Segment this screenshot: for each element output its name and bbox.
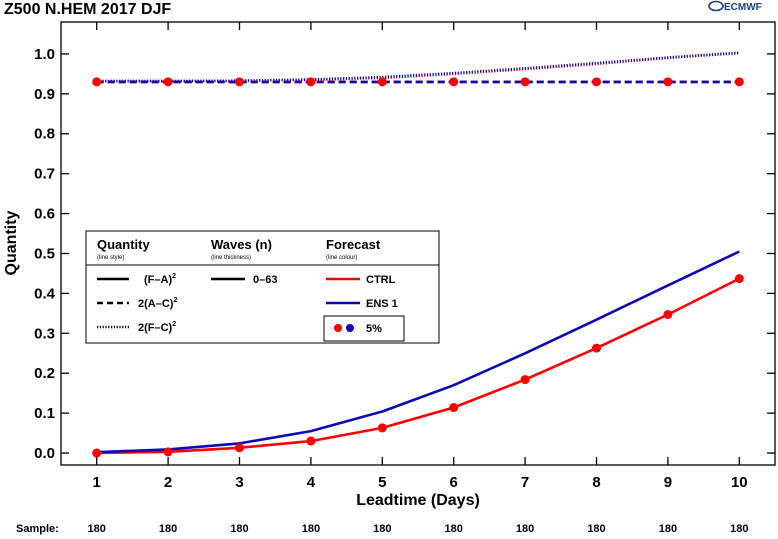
ecmwf-logo-icon [708,0,724,12]
legend-waves-sub: (line thickness) [211,255,251,261]
x-axis: 1 2 3 4 5 6 7 8 9 10 [93,22,748,491]
data-point-ctrl [449,403,459,413]
legend-forecast-ens: ENS 1 [366,298,398,310]
sample-value: 180 [730,523,748,535]
legend-marker-blue-dot [346,324,354,332]
y-tick-label: 1.0 [34,46,55,63]
data-point-ctrl [377,423,387,433]
legend-wave-item: 0–63 [253,274,277,286]
data-point-ctrl [163,77,173,87]
data-point-ctrl [520,375,530,385]
sample-value: 180 [587,523,605,535]
legend-quantity-header: Quantity [97,237,150,252]
data-point-ctrl [92,448,102,458]
sample-value: 180 [659,523,677,535]
y-tick-label: 0.2 [34,365,55,382]
series-line-ctrl-solid [96,277,740,455]
legend-marker-label: 5% [366,323,382,335]
x-tick-label: 4 [307,474,316,491]
sample-value: 180 [445,523,463,535]
y-tick-label: 0.4 [34,285,56,302]
legend-forecast-ctrl: CTRL [366,274,396,286]
x-axis-label: Leadtime (Days) [356,492,480,509]
y-tick-label: 0.6 [34,206,55,223]
data-point-ctrl [235,77,244,87]
x-tick-label: 7 [521,474,529,491]
y-tick-label: 0.5 [34,245,55,262]
data-point-ctrl [449,77,459,87]
legend: Quantity (line style) Waves (n) (line th… [85,230,440,344]
sample-value: 180 [302,523,320,535]
legend-quantity-3: 2(F–C)2 [138,321,176,334]
x-tick-label: 1 [93,474,101,491]
y-tick-label: 0.3 [34,325,55,342]
y-tick-label: 0.8 [34,126,55,143]
data-point-ctrl [306,436,316,446]
legend-marker-red-dot [334,324,342,332]
chart-title: Z500 N.HEM 2017 DJF [4,1,171,18]
sample-value: 180 [516,523,534,535]
data-point-ctrl [734,77,744,87]
data-point-ctrl [163,447,173,457]
sample-value: 180 [373,523,391,535]
y-tick-label: 0.1 [34,405,55,422]
legend-quantity-2: 2(A–C)2 [138,297,177,310]
sample-value: 180 [159,523,177,535]
legend-forecast-sub: (line colour) [326,255,357,261]
sample-value: 180 [88,523,106,535]
data-point-ctrl [92,77,102,87]
legend-marker-box [323,315,405,342]
series-layer [92,51,744,458]
data-point-ctrl [377,77,387,87]
legend-quantity-sub: (line style) [97,255,124,261]
series-line-ctrl-dotted [96,51,740,83]
data-point-ctrl [306,77,316,87]
x-tick-label: 2 [164,474,172,491]
legend-forecast-header: Forecast [326,237,381,252]
ecmwf-logo: ECMWF [708,0,762,13]
y-tick-label: 0.0 [34,445,55,462]
y-axis: 0.0 0.1 0.2 0.3 0.4 0.5 0.6 0.7 0.8 0.9 1.0 [34,46,775,462]
series-line-ens-1-dotted [96,51,740,83]
series-line-ens-1-solid [96,250,740,454]
data-point-ctrl [520,77,530,87]
sample-value: 180 [230,523,248,535]
x-tick-label: 3 [235,474,243,491]
sample-label: Sample: [16,523,59,535]
x-tick-label: 10 [731,474,748,491]
data-point-ctrl [663,77,673,87]
x-tick-label: 9 [664,474,672,491]
x-tick-label: 8 [592,474,600,491]
ecmwf-logo-text: ECMWF [724,2,762,13]
sample-values: 180 180 180 180 180 180 180 180 180 180 [88,523,749,535]
legend-waves-header: Waves (n) [211,237,272,252]
data-point-ctrl [663,310,673,320]
data-point-ctrl [235,443,244,453]
y-tick-label: 0.9 [34,86,55,103]
y-tick-label: 0.7 [34,166,55,183]
data-point-ctrl [592,77,601,87]
legend-box [85,230,440,344]
x-tick-label: 6 [450,474,458,491]
data-point-ctrl [592,343,601,353]
legend-quantity-1: (F–A)2 [144,273,176,286]
data-point-ctrl [734,274,744,284]
x-tick-label: 5 [378,474,386,491]
y-axis-label: Quantity [3,210,20,275]
plot-frame [60,21,776,466]
